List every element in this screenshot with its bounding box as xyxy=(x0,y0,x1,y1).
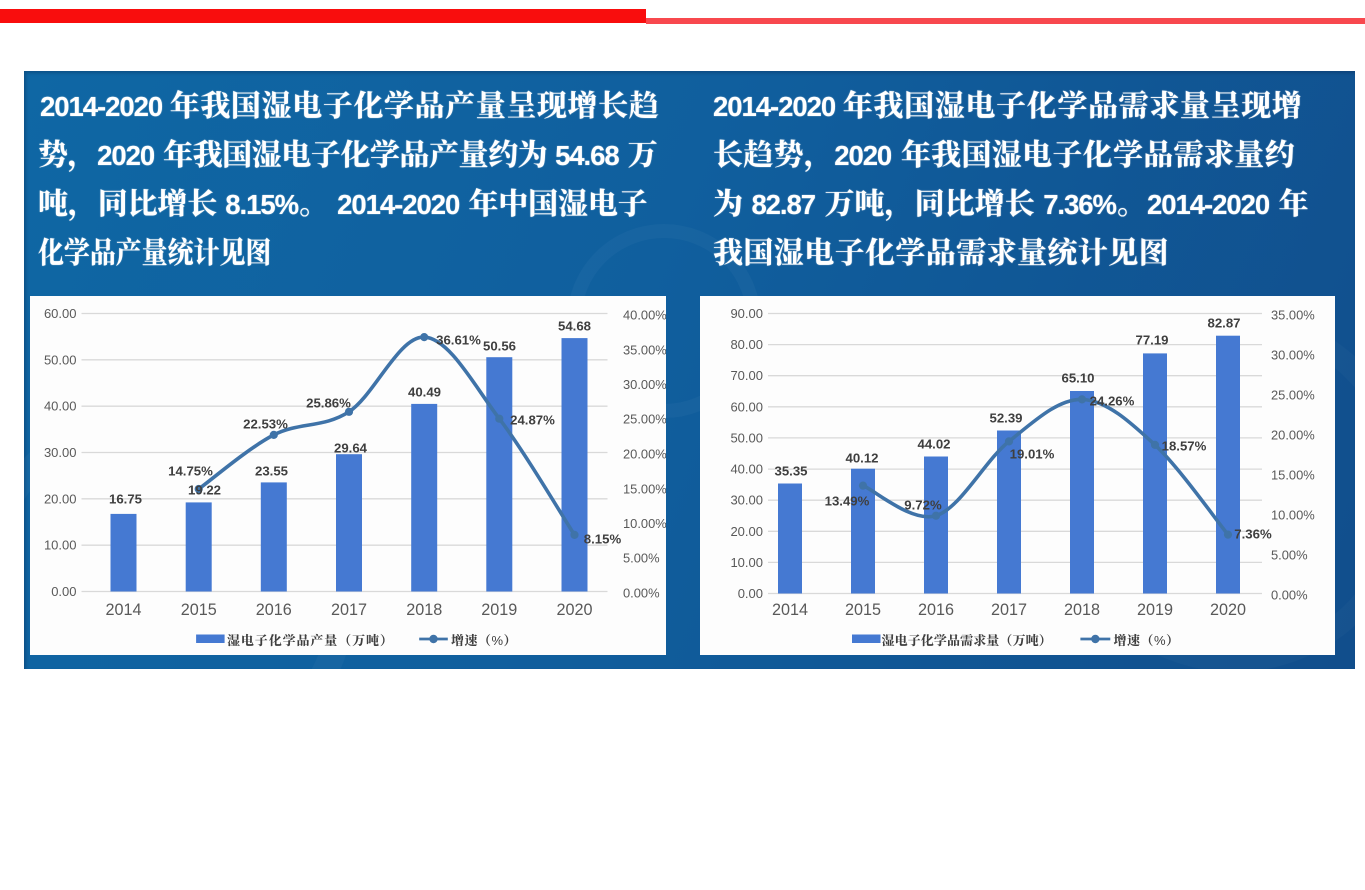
svg-text:7.36%: 7.36% xyxy=(1234,526,1272,541)
svg-text:2019: 2019 xyxy=(481,601,517,619)
svg-text:15.00%: 15.00% xyxy=(623,481,667,496)
svg-text:25.00%: 25.00% xyxy=(623,411,667,426)
svg-text:77.19: 77.19 xyxy=(1135,332,1168,347)
svg-text:2019: 2019 xyxy=(1137,601,1173,619)
svg-text:14.75%: 14.75% xyxy=(168,463,213,478)
svg-text:50.00: 50.00 xyxy=(730,430,763,445)
svg-text:60.00: 60.00 xyxy=(43,306,76,321)
svg-text:0.00%: 0.00% xyxy=(1271,587,1308,602)
svg-text:65.10: 65.10 xyxy=(1061,370,1094,385)
svg-text:2018: 2018 xyxy=(1064,601,1100,619)
svg-text:2014: 2014 xyxy=(772,601,808,619)
svg-text:23.55: 23.55 xyxy=(254,463,287,478)
svg-text:82.87: 82.87 xyxy=(1207,315,1240,330)
svg-text:2015: 2015 xyxy=(180,601,216,619)
svg-text:30.00%: 30.00% xyxy=(1271,347,1315,362)
svg-text:25.86%: 25.86% xyxy=(306,395,351,410)
svg-text:0.00: 0.00 xyxy=(51,584,76,599)
svg-text:24.87%: 24.87% xyxy=(510,412,555,427)
svg-text:70.00: 70.00 xyxy=(730,368,763,383)
svg-text:10.00%: 10.00% xyxy=(623,516,667,531)
svg-text:30.00: 30.00 xyxy=(43,445,76,460)
svg-text:15.00%: 15.00% xyxy=(1271,467,1315,482)
svg-text:54.68: 54.68 xyxy=(557,318,590,333)
svg-text:19.01%: 19.01% xyxy=(1010,446,1055,461)
svg-text:10.00: 10.00 xyxy=(43,537,76,552)
svg-text:19.22: 19.22 xyxy=(187,482,220,497)
svg-text:40.00: 40.00 xyxy=(730,461,763,476)
svg-text:5.00%: 5.00% xyxy=(1271,547,1308,562)
svg-text:40.00%: 40.00% xyxy=(623,307,667,322)
svg-text:20.00: 20.00 xyxy=(43,491,76,506)
svg-text:2016: 2016 xyxy=(918,601,954,619)
svg-text:2016: 2016 xyxy=(255,601,291,619)
svg-text:50.56: 50.56 xyxy=(482,338,515,353)
svg-text:2020: 2020 xyxy=(1210,601,1246,619)
svg-text:增速（%）: 增速（%） xyxy=(451,633,517,648)
svg-text:20.00%: 20.00% xyxy=(1271,427,1315,442)
svg-text:2017: 2017 xyxy=(330,601,366,619)
svg-text:20.00%: 20.00% xyxy=(623,446,667,461)
svg-text:13.49%: 13.49% xyxy=(825,493,870,508)
svg-text:25.00%: 25.00% xyxy=(1271,387,1315,402)
svg-text:2017: 2017 xyxy=(991,601,1027,619)
svg-text:湿电子化学品需求量（万吨）: 湿电子化学品需求量（万吨） xyxy=(882,633,1052,648)
svg-text:2020: 2020 xyxy=(556,601,592,619)
svg-text:90.00: 90.00 xyxy=(730,306,763,321)
svg-text:湿电子化学品产量（万吨）: 湿电子化学品产量（万吨） xyxy=(227,633,394,648)
svg-text:50.00: 50.00 xyxy=(43,352,76,367)
svg-text:2015: 2015 xyxy=(845,601,881,619)
svg-text:2014: 2014 xyxy=(105,601,141,619)
svg-text:增速（%）: 增速（%） xyxy=(1114,633,1180,648)
svg-text:5.00%: 5.00% xyxy=(623,550,660,565)
svg-text:44.02: 44.02 xyxy=(917,436,950,451)
svg-text:20.00: 20.00 xyxy=(730,523,763,538)
svg-text:22.53%: 22.53% xyxy=(243,416,288,431)
svg-text:35.35: 35.35 xyxy=(774,463,807,478)
svg-text:40.12: 40.12 xyxy=(845,450,878,465)
svg-text:24.26%: 24.26% xyxy=(1090,393,1135,408)
svg-text:2018: 2018 xyxy=(406,601,442,619)
svg-text:10.00%: 10.00% xyxy=(1271,507,1315,522)
svg-text:40.00: 40.00 xyxy=(43,398,76,413)
svg-text:40.49: 40.49 xyxy=(407,384,440,399)
svg-text:29.64: 29.64 xyxy=(333,440,367,455)
svg-text:30.00: 30.00 xyxy=(730,492,763,507)
svg-text:16.75: 16.75 xyxy=(108,491,141,506)
svg-text:80.00: 80.00 xyxy=(730,337,763,352)
svg-text:0.00: 0.00 xyxy=(738,586,763,601)
svg-text:36.61%: 36.61% xyxy=(436,332,481,347)
svg-text:30.00%: 30.00% xyxy=(623,377,667,392)
svg-text:52.39: 52.39 xyxy=(989,410,1022,425)
svg-text:8.15%: 8.15% xyxy=(583,531,621,546)
svg-text:10.00: 10.00 xyxy=(730,554,763,569)
svg-text:35.00%: 35.00% xyxy=(623,342,667,357)
svg-text:35.00%: 35.00% xyxy=(1271,307,1315,322)
svg-text:60.00: 60.00 xyxy=(730,399,763,414)
svg-text:0.00%: 0.00% xyxy=(623,585,660,600)
svg-text:9.72%: 9.72% xyxy=(904,497,942,512)
svg-text:18.57%: 18.57% xyxy=(1162,438,1207,453)
